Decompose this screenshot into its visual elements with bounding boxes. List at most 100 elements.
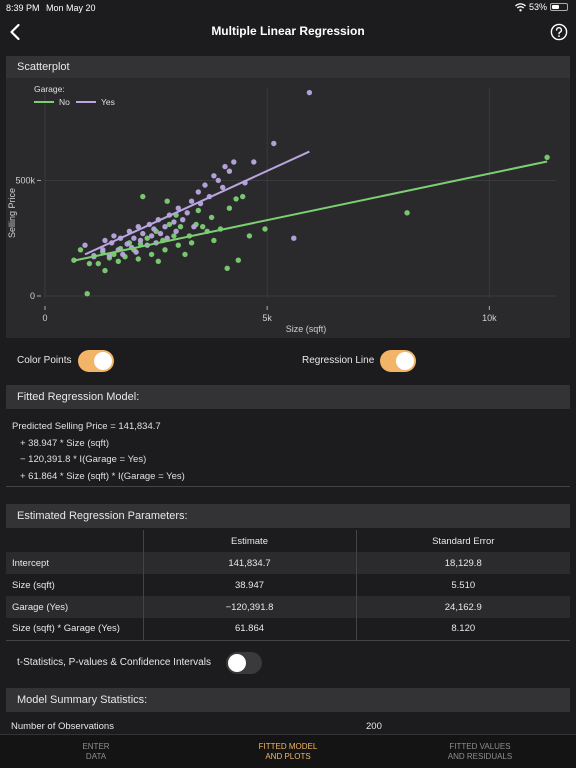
- scatterplot-header: Scatterplot: [6, 56, 570, 78]
- row-name: Size (sqft) * Garage (Yes): [6, 618, 143, 641]
- row-se: 18,129.8: [355, 552, 570, 574]
- color-points-toggle[interactable]: [78, 350, 114, 372]
- data-point-yes: [140, 230, 146, 237]
- legend-label: Yes: [101, 97, 115, 107]
- tstat-label: t-Statistics, P-values & Confidence Inte…: [17, 657, 211, 668]
- status-bar: 8:39 PM Mon May 20 53%: [0, 0, 576, 16]
- data-point-no: [148, 251, 155, 258]
- data-point-no: [544, 154, 550, 160]
- status-date: Mon May 20: [46, 3, 96, 13]
- data-point-yes: [215, 177, 221, 184]
- data-point-yes: [151, 226, 157, 232]
- equation-line: + 61.864 * Size (sqft) * I(Garage = Yes): [20, 470, 185, 482]
- data-point-no: [246, 233, 253, 239]
- data-point-no: [115, 258, 122, 264]
- color-points-label: Color Points: [17, 355, 72, 366]
- table-row: Size (sqft) 38.947 5.510: [6, 574, 570, 596]
- data-point-yes: [162, 224, 168, 230]
- data-point-yes: [306, 89, 313, 96]
- data-point-no: [233, 196, 239, 202]
- data-point-yes: [231, 159, 237, 165]
- data-point-no: [208, 214, 215, 221]
- page-title: Multiple Linear Regression: [211, 24, 365, 38]
- data-point-no: [175, 242, 181, 248]
- tstat-toggle[interactable]: [226, 652, 262, 674]
- regression-line-no: [73, 160, 548, 262]
- data-point-no: [262, 226, 268, 232]
- data-point-yes: [164, 235, 170, 241]
- data-point-yes: [202, 182, 208, 188]
- data-point-no: [84, 291, 90, 297]
- table-header-row: Estimate Standard Error: [6, 530, 570, 552]
- regression-line-yes: [84, 150, 310, 256]
- table-row: Garage (Yes) −120,391.8 24,162.9: [6, 596, 570, 618]
- tab-enter-data[interactable]: ENTER DATA: [0, 742, 192, 762]
- toggle-knob: [228, 654, 246, 672]
- data-point-no: [235, 257, 241, 263]
- parameters-table: Estimate Standard Error Intercept 141,83…: [6, 530, 570, 641]
- tab-label: DATA: [85, 752, 107, 761]
- data-point-no: [226, 205, 233, 211]
- data-point-yes: [100, 247, 106, 253]
- data-point-no: [166, 221, 173, 228]
- equation-line: + 38.947 * Size (sqft): [20, 437, 109, 449]
- tab-label: ENTER: [82, 742, 110, 751]
- x-tick-label: 5k: [262, 313, 272, 323]
- battery-percent: 53%: [528, 2, 547, 12]
- data-point-no: [188, 240, 195, 246]
- row-name: Size (sqft): [12, 579, 55, 591]
- summary-title: Model Summary Statistics:: [17, 694, 148, 706]
- data-point-no: [155, 258, 161, 264]
- tab-fitted-values[interactable]: FITTED VALUES AND RESIDUALS: [384, 742, 576, 762]
- data-point-yes: [271, 140, 277, 147]
- tstat-toggle-row: t-Statistics, P-values & Confidence Inte…: [0, 652, 576, 674]
- model-equation: Predicted Selling Price = 141,834.7 + 38…: [12, 419, 185, 485]
- data-point-no: [164, 198, 170, 204]
- column-header-se: Standard Error: [355, 530, 570, 552]
- scatterplot-chart[interactable]: 0 5k 10k 0 500k Size (sqft) Selling Price Garag…: [6, 78, 570, 338]
- data-point-no: [195, 207, 201, 214]
- scatterplot-title: Scatterplot: [17, 61, 70, 73]
- data-point-no: [171, 233, 177, 239]
- data-point-no: [140, 193, 146, 200]
- status-time: 8:39 PM: [6, 3, 40, 13]
- data-point-yes: [137, 237, 144, 244]
- table-row: Number of Observations 200: [6, 716, 570, 736]
- table-row: Size (sqft) * Garage (Yes) 61.864 8.120: [6, 618, 570, 641]
- legend-title: Garage:: [34, 84, 65, 94]
- data-point-yes: [226, 168, 233, 174]
- data-point-yes: [148, 233, 155, 239]
- data-point-no: [135, 256, 141, 262]
- y-axis-label: Selling Price: [7, 188, 17, 238]
- data-point-no: [404, 210, 410, 216]
- tab-fitted-model[interactable]: FITTED MODEL AND PLOTS: [192, 742, 384, 762]
- data-point-yes: [173, 228, 179, 234]
- regression-line-toggle[interactable]: [380, 350, 416, 372]
- column-header-estimate: Estimate: [142, 530, 356, 552]
- y-tick-label: 500k: [15, 175, 35, 185]
- tab-label: FITTED MODEL: [258, 742, 318, 751]
- scatterplot-panel: Scatterplot 0 5k 10k 0 500k Size (sqft) Sellin…: [6, 56, 570, 338]
- parameters-header: Estimated Regression Parameters:: [6, 504, 570, 528]
- data-point-no: [240, 193, 246, 200]
- battery-icon: [550, 3, 568, 11]
- display-toggles: Color Points Regression Line: [0, 349, 576, 373]
- legend-label: No: [59, 97, 70, 107]
- data-point-yes: [175, 205, 181, 211]
- data-point-yes: [82, 242, 88, 248]
- x-axis-label: Size (sqft): [286, 324, 327, 334]
- data-point-no: [224, 265, 230, 271]
- row-se: 24,162.9: [355, 596, 570, 618]
- data-point-yes: [157, 230, 164, 237]
- equation-line: − 120,391.8 * I(Garage = Yes): [20, 454, 147, 465]
- x-tick-label: 0: [42, 313, 47, 323]
- chevron-left-icon[interactable]: [6, 22, 26, 42]
- table-corner: [6, 530, 143, 552]
- table-row: Intercept 141,834.7 18,129.8: [6, 552, 570, 574]
- data-point-yes: [102, 237, 108, 244]
- question-circle-icon[interactable]: [550, 23, 568, 41]
- status-right: 53%: [515, 2, 568, 12]
- parameters-panel: Estimated Regression Parameters: Estimat…: [6, 504, 570, 642]
- tab-label: AND RESIDUALS: [447, 752, 513, 761]
- row-estimate: 141,834.7: [142, 552, 356, 574]
